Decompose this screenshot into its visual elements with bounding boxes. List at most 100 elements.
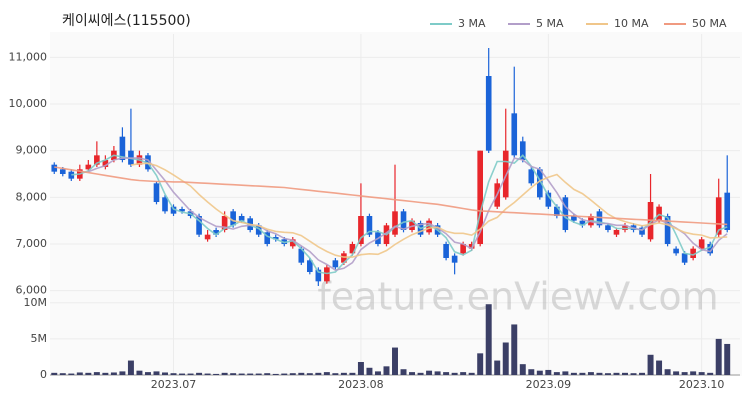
volume-bar (272, 373, 279, 375)
volume-bar (596, 372, 603, 375)
volume-bar (434, 371, 441, 375)
candle-body (681, 253, 688, 263)
candle-body (332, 260, 339, 268)
volume-bar (630, 373, 637, 375)
volume-bar (673, 371, 680, 375)
volume-bar (102, 372, 109, 375)
volume-bar (587, 372, 594, 375)
volume-bar (230, 373, 237, 375)
volume-bar (306, 373, 313, 375)
volume-bar (622, 372, 628, 375)
candle-body (537, 169, 543, 198)
volume-bar (494, 360, 501, 375)
y-tick-label: 5M (31, 332, 48, 345)
candle-body (511, 113, 518, 156)
volume-bar (51, 372, 58, 375)
volume-bar (511, 324, 518, 375)
candle-body (451, 255, 458, 263)
legend-label: 10 MA (614, 17, 649, 30)
candle-body (204, 234, 211, 240)
y-tick-label: 8,000 (16, 190, 48, 203)
candle-body (528, 169, 535, 184)
volume-bar (144, 372, 151, 375)
watermark: feature.enViewV.com (317, 275, 718, 319)
volume-bar (85, 372, 92, 375)
volume-bar (647, 354, 654, 375)
volume-bar (213, 373, 220, 375)
candle-body (409, 220, 415, 230)
x-tick-label: 2023.10 (679, 378, 725, 391)
volume-bar (724, 343, 731, 375)
volume-bar (264, 373, 271, 375)
volume-bar (570, 372, 577, 375)
candle-body (468, 244, 475, 249)
candle-body (579, 220, 586, 226)
candle-body (196, 216, 202, 235)
candle-body (707, 244, 713, 254)
candle-body (324, 267, 330, 282)
candle-body (596, 211, 603, 226)
volume-bar (715, 338, 722, 375)
candle-body (519, 141, 526, 160)
candle-body (554, 206, 560, 216)
volume-bar (528, 369, 535, 375)
volume-bar (281, 373, 288, 375)
candle-body (639, 227, 645, 235)
candle-body (170, 206, 177, 214)
candle-body (485, 76, 492, 151)
legend-label: 3 MA (458, 17, 486, 30)
volume-bar (366, 367, 373, 375)
candle-body (68, 171, 75, 179)
volume-bar (374, 371, 381, 375)
volume-bar (187, 373, 194, 375)
volume-bar (392, 347, 398, 375)
volume-bar (656, 360, 663, 375)
ma-line (88, 157, 728, 271)
candle-body (255, 225, 262, 235)
volume-bar (238, 373, 245, 375)
volume-bar (315, 372, 322, 375)
candle-body (51, 164, 58, 172)
x-tick-label: 2023.07 (151, 378, 197, 391)
y-tick-label: 9,000 (16, 144, 48, 157)
candle-body (153, 183, 160, 202)
volume-bar (357, 362, 364, 375)
volume-bar (289, 373, 296, 375)
volume-bar (383, 366, 390, 375)
candle-body (605, 225, 611, 230)
volume-bar (579, 372, 586, 375)
candle-body (545, 192, 552, 207)
legend-label: 50 MA (692, 17, 727, 30)
volume-bar (409, 372, 416, 375)
y-tick-label: 11,000 (9, 50, 48, 63)
ma-line (54, 166, 728, 226)
candle-body (622, 225, 628, 230)
candle-body (698, 239, 705, 249)
candle-body (315, 269, 322, 282)
legend-label: 5 MA (536, 17, 564, 30)
volume-bar (93, 372, 100, 375)
candle-body (238, 216, 245, 221)
candle-body (289, 239, 296, 247)
x-tick-label: 2023.09 (526, 378, 572, 391)
volume-bar (553, 372, 560, 375)
candle-body (213, 230, 219, 235)
volume-bar (545, 369, 552, 375)
candle-body (349, 244, 356, 254)
volume-bar (443, 372, 450, 375)
volume-bar (127, 360, 134, 375)
volume-bar (400, 369, 407, 375)
volume-bar (613, 372, 620, 375)
volume-bar (153, 371, 160, 375)
volume-bar (426, 370, 433, 375)
x-tick-label: 2023.08 (338, 378, 384, 391)
volume-bar (604, 373, 611, 375)
candle-body (264, 232, 271, 244)
y-tick-label: 7,000 (16, 237, 48, 250)
candle-body (366, 216, 373, 235)
volume-bar (502, 342, 509, 375)
candle-body (230, 211, 236, 226)
volume-bar (221, 372, 228, 375)
candle-body (94, 155, 100, 165)
